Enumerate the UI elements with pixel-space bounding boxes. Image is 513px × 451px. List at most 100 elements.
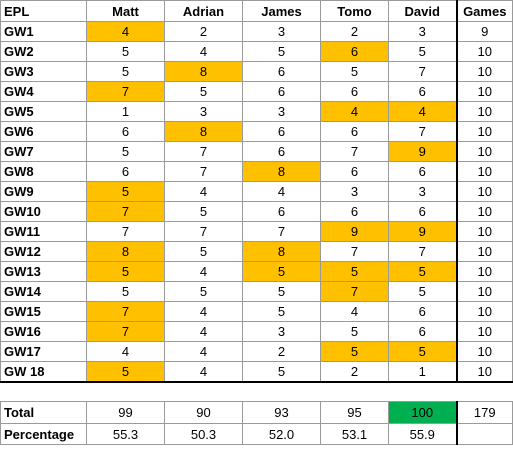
gameweek-label: GW2 bbox=[0, 41, 87, 62]
score-matt: 6 bbox=[86, 161, 165, 182]
score-matt: 4 bbox=[86, 21, 165, 42]
score-matt: 4 bbox=[86, 341, 165, 362]
corner-label: EPL bbox=[0, 0, 87, 22]
score-james: 6 bbox=[242, 121, 321, 142]
total-tomo: 95 bbox=[320, 401, 389, 424]
total-games: 179 bbox=[456, 401, 513, 424]
total-david: 100 bbox=[388, 401, 458, 424]
gameweek-label: GW13 bbox=[0, 261, 87, 282]
score-james: 6 bbox=[242, 141, 321, 162]
score-adrian: 4 bbox=[164, 261, 243, 282]
score-tomo: 5 bbox=[320, 321, 389, 342]
gameweek-row: GW8 6 7 8 6 6 10 bbox=[0, 161, 513, 182]
score-adrian: 4 bbox=[164, 341, 243, 362]
percentage-row: Percentage 55.3 50.3 52.0 53.1 55.9 bbox=[0, 423, 513, 445]
total-row: Total 99 90 93 95 100 179 bbox=[0, 401, 513, 424]
score-tomo: 6 bbox=[320, 161, 389, 182]
gameweek-row: GW11 7 7 7 9 9 10 bbox=[0, 221, 513, 242]
percentage-tomo: 53.1 bbox=[320, 423, 389, 445]
games-count: 10 bbox=[456, 161, 513, 182]
score-adrian: 5 bbox=[164, 81, 243, 102]
spacer-cell bbox=[242, 381, 321, 402]
total-label: Total bbox=[0, 401, 87, 424]
score-adrian: 5 bbox=[164, 201, 243, 222]
score-david: 5 bbox=[388, 281, 458, 302]
gameweek-row: GW10 7 5 6 6 6 10 bbox=[0, 201, 513, 222]
score-david: 9 bbox=[388, 221, 458, 242]
gameweek-row: GW9 5 4 4 3 3 10 bbox=[0, 181, 513, 202]
score-james: 8 bbox=[242, 241, 321, 262]
score-adrian: 4 bbox=[164, 321, 243, 342]
score-james: 3 bbox=[242, 101, 321, 122]
player-header-tomo: Tomo bbox=[320, 0, 389, 22]
score-adrian: 5 bbox=[164, 241, 243, 262]
score-matt: 7 bbox=[86, 81, 165, 102]
percentage-matt: 55.3 bbox=[86, 423, 165, 445]
score-matt: 7 bbox=[86, 221, 165, 242]
gameweek-row: GW1 4 2 3 2 3 9 bbox=[0, 21, 513, 42]
games-header: Games bbox=[456, 0, 513, 22]
score-james: 3 bbox=[242, 21, 321, 42]
games-count: 10 bbox=[456, 361, 513, 383]
score-tomo: 2 bbox=[320, 361, 389, 383]
gameweek-row: GW12 8 5 8 7 7 10 bbox=[0, 241, 513, 262]
score-james: 7 bbox=[242, 221, 321, 242]
score-matt: 1 bbox=[86, 101, 165, 122]
gameweek-row: GW 18 5 4 5 2 1 10 bbox=[0, 361, 513, 383]
gameweek-row: GW15 7 4 5 4 6 10 bbox=[0, 301, 513, 322]
gameweek-label: GW 18 bbox=[0, 361, 87, 383]
percentage-empty bbox=[456, 423, 513, 445]
score-tomo: 4 bbox=[320, 101, 389, 122]
score-david: 1 bbox=[388, 361, 458, 383]
score-james: 5 bbox=[242, 301, 321, 322]
games-count: 10 bbox=[456, 141, 513, 162]
score-adrian: 5 bbox=[164, 281, 243, 302]
score-adrian: 7 bbox=[164, 221, 243, 242]
games-count: 9 bbox=[456, 21, 513, 42]
total-matt: 99 bbox=[86, 401, 165, 424]
score-tomo: 5 bbox=[320, 261, 389, 282]
spacer-row bbox=[0, 381, 513, 402]
score-adrian: 7 bbox=[164, 161, 243, 182]
score-matt: 5 bbox=[86, 41, 165, 62]
score-david: 6 bbox=[388, 81, 458, 102]
score-james: 5 bbox=[242, 261, 321, 282]
score-matt: 5 bbox=[86, 361, 165, 383]
player-header-david: David bbox=[388, 0, 458, 22]
gameweek-label: GW17 bbox=[0, 341, 87, 362]
gameweek-row: GW16 7 4 3 5 6 10 bbox=[0, 321, 513, 342]
games-count: 10 bbox=[456, 221, 513, 242]
spacer-cell bbox=[0, 381, 87, 402]
score-adrian: 4 bbox=[164, 301, 243, 322]
score-adrian: 4 bbox=[164, 361, 243, 383]
score-tomo: 7 bbox=[320, 281, 389, 302]
gameweek-label: GW10 bbox=[0, 201, 87, 222]
score-david: 6 bbox=[388, 201, 458, 222]
games-count: 10 bbox=[456, 321, 513, 342]
score-tomo: 6 bbox=[320, 41, 389, 62]
score-james: 4 bbox=[242, 181, 321, 202]
games-count: 10 bbox=[456, 61, 513, 82]
score-matt: 7 bbox=[86, 201, 165, 222]
games-count: 10 bbox=[456, 281, 513, 302]
score-adrian: 2 bbox=[164, 21, 243, 42]
score-tomo: 6 bbox=[320, 121, 389, 142]
score-tomo: 6 bbox=[320, 201, 389, 222]
spacer-cell bbox=[320, 381, 389, 402]
gameweek-label: GW15 bbox=[0, 301, 87, 322]
score-david: 7 bbox=[388, 121, 458, 142]
games-count: 10 bbox=[456, 181, 513, 202]
score-david: 5 bbox=[388, 341, 458, 362]
gameweek-label: GW16 bbox=[0, 321, 87, 342]
score-david: 9 bbox=[388, 141, 458, 162]
games-count: 10 bbox=[456, 101, 513, 122]
games-count: 10 bbox=[456, 301, 513, 322]
gameweek-row: GW14 5 5 5 7 5 10 bbox=[0, 281, 513, 302]
games-count: 10 bbox=[456, 241, 513, 262]
percentage-david: 55.9 bbox=[388, 423, 458, 445]
score-adrian: 8 bbox=[164, 121, 243, 142]
player-header-james: James bbox=[242, 0, 321, 22]
score-david: 7 bbox=[388, 61, 458, 82]
percentage-label: Percentage bbox=[0, 423, 87, 445]
